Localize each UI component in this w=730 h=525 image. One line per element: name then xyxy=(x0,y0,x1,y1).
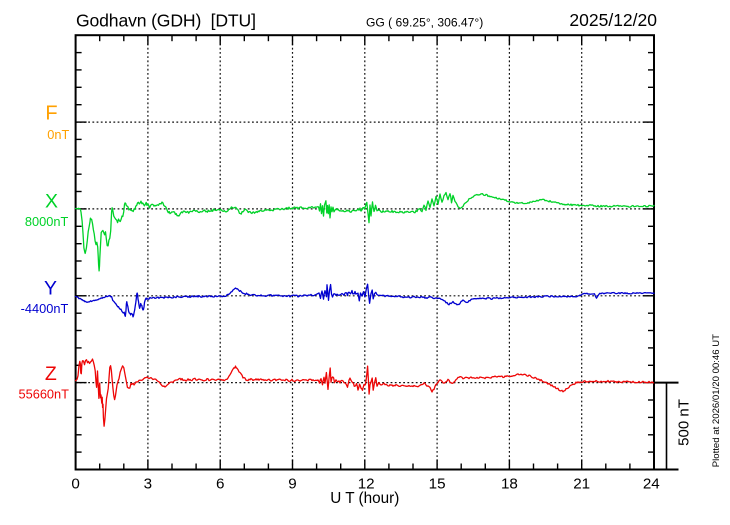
svg-text:Y: Y xyxy=(44,278,57,300)
svg-text:8000nT: 8000nT xyxy=(25,214,69,229)
svg-text:500 nT: 500 nT xyxy=(676,399,693,446)
svg-text:12: 12 xyxy=(358,475,375,492)
svg-text:6: 6 xyxy=(216,475,224,492)
svg-text:F: F xyxy=(45,103,57,125)
svg-text:2025/12/20: 2025/12/20 xyxy=(569,10,657,30)
svg-text:3: 3 xyxy=(144,475,152,492)
svg-text:55660nT: 55660nT xyxy=(18,387,69,402)
svg-text:9: 9 xyxy=(288,475,296,492)
svg-text:U T (hour): U T (hour) xyxy=(330,490,399,507)
svg-text:Plotted at 2026/01/20 00:46 UT: Plotted at 2026/01/20 00:46 UT xyxy=(711,334,722,467)
svg-text:24: 24 xyxy=(643,475,660,492)
svg-text:15: 15 xyxy=(429,475,446,492)
svg-text:0: 0 xyxy=(71,475,79,492)
svg-text:21: 21 xyxy=(573,475,590,492)
svg-text:-4400nT: -4400nT xyxy=(21,301,69,316)
svg-text:GG ( 69.25°, 306.47°): GG ( 69.25°, 306.47°) xyxy=(366,15,483,29)
svg-text:18: 18 xyxy=(501,475,518,492)
svg-text:X: X xyxy=(45,191,58,213)
svg-text:Z: Z xyxy=(45,363,57,385)
svg-text:Godhavn (GDH) [DTU]: Godhavn (GDH) [DTU] xyxy=(76,11,256,31)
svg-text:0nT: 0nT xyxy=(47,127,69,142)
